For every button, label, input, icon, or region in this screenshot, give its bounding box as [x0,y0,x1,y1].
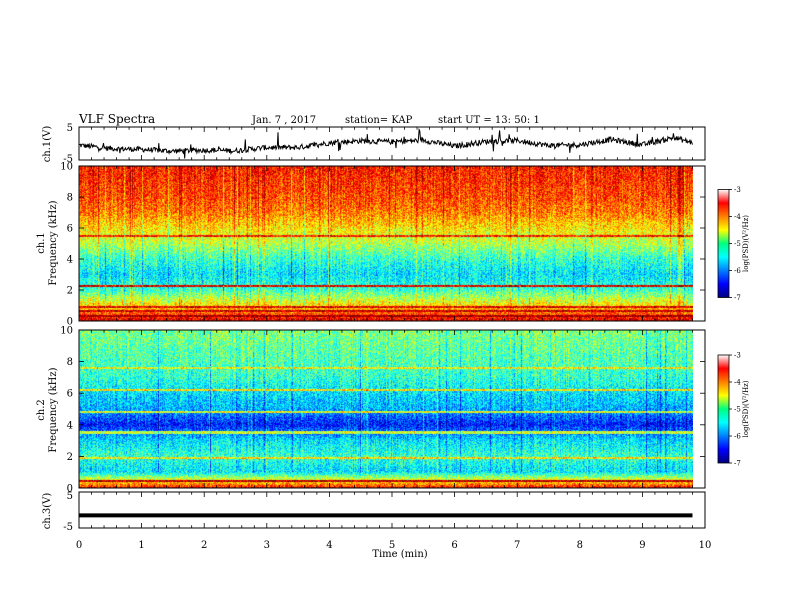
ch2-spectrogram-ytick-label: 0 [67,484,73,495]
time-tick-label: 10 [699,540,712,551]
ch3-waveform-frame [78,491,706,529]
ch3-waveform-ylabel: ch.3(V) [42,493,53,530]
ch2-spectrogram-colorbar [717,354,730,464]
ch1-spectrogram-ytick-label: 8 [67,193,73,204]
ch2-spectrogram-panel: 0 2 4 6 8 10 ch.2 Frequency (kHz) -3 -4 -5 -6 -7 l… [36,326,750,495]
ch1-spectrogram-ylabel-channel: ch.1 [36,232,47,254]
ch1-spectrogram-ytick-label: 10 [60,162,73,173]
ch2-spectrogram-ylabel-freq: Frequency (kHz) [48,367,59,452]
ch1-spectrogram-colorbar [717,189,730,298]
time-tick-label: 9 [639,540,645,551]
ch3-ytick-top: 5 [67,491,73,502]
time-tick-label: 8 [577,540,583,551]
time-tick-label: 4 [326,540,332,551]
time-tick-label: 0 [76,540,82,551]
ch2-spectrogram-colorbar-tick-label: -4 [734,379,741,387]
ch1-ytick-top: 5 [67,123,73,134]
ch1-spectrogram-ytick-label: 0 [67,317,73,328]
ch2-spectrogram-colorbar-tick-label: -5 [734,406,741,414]
ch2-spectrogram-ylabel-channel: ch.2 [36,399,47,421]
station-label: station= KAP [345,115,413,126]
ch1-spectrogram-colorbar-tick-label: -7 [734,294,741,302]
date-label: Jan. 7 , 2017 [251,115,316,126]
ch2-spectrogram-colorbar-label: log(PSD)(V²/Hz) [742,380,750,437]
ch1-spectrogram-colorbar-tick-label: -4 [734,213,741,221]
ch1-waveform-trace [78,127,693,159]
time-axis-label: Time (min) [372,549,427,560]
ch2-spectrogram-ytick-label: 10 [60,326,73,337]
ch2-spectrogram-ytick-label: 6 [67,389,73,400]
ch1-spectrogram-colorbar-tick-label: -5 [734,240,741,248]
ch1-spectrogram-ytick-label: 6 [67,224,73,235]
ch3-ytick-bottom: -5 [63,522,73,533]
figure-title: VLF Spectra [78,112,155,126]
ch1-spectrogram-heatmap [79,166,693,321]
ch2-spectrogram-colorbar-tick-label: -3 [734,352,741,360]
time-tick-label: 5 [389,540,395,551]
ch2-spectrogram-ytick-label: 8 [67,357,73,368]
time-tick-label: 2 [201,540,207,551]
ch1-spectrogram-ylabel-freq: Frequency (kHz) [48,200,59,285]
ch2-spectrogram-ytick-label: 2 [67,452,73,463]
ch1-waveform-frame [78,126,706,161]
time-tick-label: 1 [138,540,144,551]
ch2-spectrogram-colorbar-tick-label: -7 [734,460,741,468]
time-tick-label: 3 [264,540,270,551]
ch2-spectrogram-ytick-label: 4 [67,420,73,431]
time-tick-label: 6 [451,540,457,551]
ch1-waveform-ylabel: ch.1(V) [42,126,53,163]
ch1-ytick-bottom: -5 [63,154,73,165]
ch1-spectrogram-ytick-label: 4 [67,255,73,266]
ch1-spectrogram-ytick-label: 2 [67,286,73,297]
ch1-spectrogram-panel: 0 2 4 6 8 10 ch.1 Frequency (kHz) -3 -4 -5 -6 -7 l… [36,162,750,328]
ch3-waveform-panel: 5 -5 ch.3(V) 0 1 2 3 4 5 6 7 8 9 10 Time (min) [42,491,711,560]
ch1-waveform-panel: 5 -5 ch.1(V) [42,123,706,165]
ch1-spectrogram-colorbar-tick-label: -6 [734,267,741,275]
ch1-spectrogram-colorbar-label: log(PSD)(V²/Hz) [742,215,750,272]
ch2-spectrogram-colorbar-tick-label: -6 [734,433,741,441]
time-tick-label: 7 [514,540,520,551]
ch2-spectrogram-heatmap [79,330,693,488]
ch1-spectrogram-colorbar-tick-label: -3 [734,186,741,194]
start-time-label: start UT = 13: 50: 1 [438,115,540,126]
